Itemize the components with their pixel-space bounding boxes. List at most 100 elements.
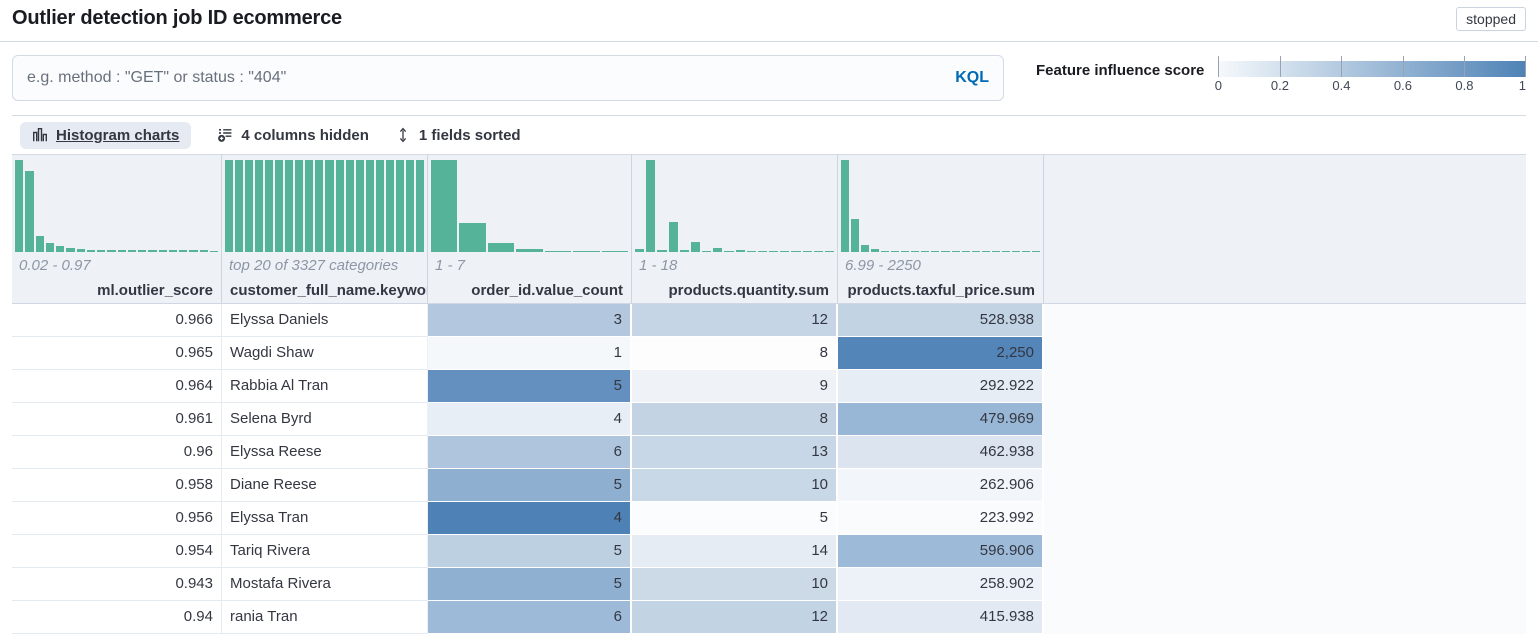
cell-ml.outlier_score[interactable]: 0.96	[12, 436, 222, 469]
histogram-bar	[646, 160, 656, 252]
cell-products.quantity.sum[interactable]: 5	[632, 502, 838, 535]
fields-sorted-button[interactable]: 1 fields sorted	[395, 127, 521, 144]
histogram-bar	[127, 250, 136, 252]
cell-products.taxful_price.sum[interactable]: 528.938	[838, 304, 1044, 337]
cell-ml.outlier_score[interactable]: 0.966	[12, 304, 222, 337]
cell-products.quantity.sum[interactable]: 9	[632, 370, 838, 403]
cell-customer_full_name.keyword[interactable]: rania Tran	[222, 601, 428, 634]
cell-products.taxful_price.sum[interactable]: 292.922	[838, 370, 1044, 403]
cell-products.quantity.sum[interactable]: 12	[632, 304, 838, 337]
legend-tick	[1402, 56, 1404, 77]
cell-order_id.value_count[interactable]: 5	[428, 469, 632, 502]
row-filler	[1044, 502, 1526, 535]
cell-products.quantity.sum[interactable]: 12	[632, 601, 838, 634]
cell-order_id.value_count[interactable]: 5	[428, 535, 632, 568]
histogram-bar	[921, 251, 930, 252]
cell-customer_full_name.keyword[interactable]: Elyssa Reese	[222, 436, 428, 469]
histogram-bar	[851, 218, 860, 252]
histogram-bar	[635, 249, 645, 252]
histogram-bar	[295, 160, 304, 252]
table-row: 0.966 Elyssa Daniels 3 12 528.938	[12, 304, 1526, 337]
legend-title: Feature influence score	[1036, 62, 1205, 79]
histogram-charts-button[interactable]: Histogram charts	[20, 121, 192, 149]
histogram-bar	[25, 171, 34, 252]
histogram-bar	[97, 250, 106, 252]
sort-icon	[395, 127, 411, 143]
cell-products.taxful_price.sum[interactable]: 462.938	[838, 436, 1044, 469]
page-title: Outlier detection job ID ecommerce	[12, 7, 342, 29]
histogram-bar	[931, 251, 940, 252]
cell-products.quantity.sum[interactable]: 14	[632, 535, 838, 568]
cell-products.taxful_price.sum[interactable]: 223.992	[838, 502, 1044, 535]
columns-hidden-button[interactable]: 4 columns hidden	[217, 127, 369, 144]
column-header-customer_full_name.keyword[interactable]: top 20 of 3327 categories customer_full_n…	[222, 155, 428, 303]
histogram-bar	[780, 251, 790, 252]
column-header-products.taxful_price.sum[interactable]: 6.99 - 2250 products.taxful_price.sum	[838, 155, 1044, 303]
histogram-bar	[45, 242, 54, 252]
histogram-bar	[813, 251, 823, 252]
cell-customer_full_name.keyword[interactable]: Elyssa Tran	[222, 502, 428, 535]
table-row: 0.94 rania Tran 6 12 415.938	[12, 601, 1526, 634]
cell-customer_full_name.keyword[interactable]: Diane Reese	[222, 469, 428, 502]
cell-order_id.value_count[interactable]: 4	[428, 502, 632, 535]
cell-products.quantity.sum[interactable]: 10	[632, 469, 838, 502]
histogram-bar	[911, 251, 920, 252]
histogram-bar	[385, 160, 394, 252]
cell-products.taxful_price.sum[interactable]: 479.969	[838, 403, 1044, 436]
cell-customer_full_name.keyword[interactable]: Rabbia Al Tran	[222, 370, 428, 403]
histogram-bar	[871, 249, 880, 252]
legend-tick-label: 0	[1214, 78, 1223, 93]
cell-products.taxful_price.sum[interactable]: 258.902	[838, 568, 1044, 601]
histogram-bar	[991, 251, 1000, 252]
row-filler	[1044, 436, 1526, 469]
column-header-ml.outlier_score[interactable]: 0.02 - 0.97 ml.outlier_score	[12, 155, 222, 303]
histogram-bar	[138, 250, 147, 252]
cell-ml.outlier_score[interactable]: 0.956	[12, 502, 222, 535]
column-header-products.quantity.sum[interactable]: 1 - 18 products.quantity.sum	[632, 155, 838, 303]
cell-order_id.value_count[interactable]: 5	[428, 370, 632, 403]
histogram-chart-icon	[32, 127, 48, 143]
cell-products.taxful_price.sum[interactable]: 415.938	[838, 601, 1044, 634]
cell-products.taxful_price.sum[interactable]: 2,250	[838, 337, 1044, 370]
cell-products.quantity.sum[interactable]: 8	[632, 403, 838, 436]
histogram-bar	[690, 241, 701, 252]
cell-customer_full_name.keyword[interactable]: Wagdi Shaw	[222, 337, 428, 370]
cell-products.taxful_price.sum[interactable]: 262.906	[838, 469, 1044, 502]
cell-products.quantity.sum[interactable]: 8	[632, 337, 838, 370]
cell-order_id.value_count[interactable]: 1	[428, 337, 632, 370]
column-histogram-customer_full_name.keyword	[222, 155, 427, 252]
cell-ml.outlier_score[interactable]: 0.943	[12, 568, 222, 601]
histogram-bar	[86, 249, 95, 252]
histogram-bar	[56, 246, 65, 252]
column-header-order_id.value_count[interactable]: 1 - 7 order_id.value_count	[428, 155, 632, 303]
cell-order_id.value_count[interactable]: 6	[428, 601, 632, 634]
cell-ml.outlier_score[interactable]: 0.94	[12, 601, 222, 634]
histogram-bar	[802, 251, 812, 252]
cell-ml.outlier_score[interactable]: 0.965	[12, 337, 222, 370]
cell-products.taxful_price.sum[interactable]: 596.906	[838, 535, 1044, 568]
search-bar[interactable]: KQL	[12, 55, 1004, 101]
search-input[interactable]	[27, 69, 944, 87]
cell-order_id.value_count[interactable]: 5	[428, 568, 632, 601]
cell-ml.outlier_score[interactable]: 0.964	[12, 370, 222, 403]
cell-customer_full_name.keyword[interactable]: Tariq Rivera	[222, 535, 428, 568]
row-filler	[1044, 337, 1526, 370]
cell-products.quantity.sum[interactable]: 13	[632, 436, 838, 469]
cell-order_id.value_count[interactable]: 6	[428, 436, 632, 469]
cell-order_id.value_count[interactable]: 3	[428, 304, 632, 337]
cell-ml.outlier_score[interactable]: 0.954	[12, 535, 222, 568]
cell-order_id.value_count[interactable]: 4	[428, 403, 632, 436]
cell-customer_full_name.keyword[interactable]: Selena Byrd	[222, 403, 428, 436]
kql-language-button[interactable]: KQL	[955, 69, 989, 86]
legend-tick	[1341, 56, 1343, 77]
column-range-label: top 20 of 3327 categories	[229, 256, 399, 274]
cell-products.quantity.sum[interactable]: 10	[632, 568, 838, 601]
cell-ml.outlier_score[interactable]: 0.958	[12, 469, 222, 502]
legend-tick	[1525, 56, 1526, 77]
cell-ml.outlier_score[interactable]: 0.961	[12, 403, 222, 436]
histogram-bar	[724, 251, 734, 252]
histogram-bar	[179, 249, 188, 252]
histogram-bar	[415, 160, 424, 252]
cell-customer_full_name.keyword[interactable]: Elyssa Daniels	[222, 304, 428, 337]
cell-customer_full_name.keyword[interactable]: Mostafa Rivera	[222, 568, 428, 601]
